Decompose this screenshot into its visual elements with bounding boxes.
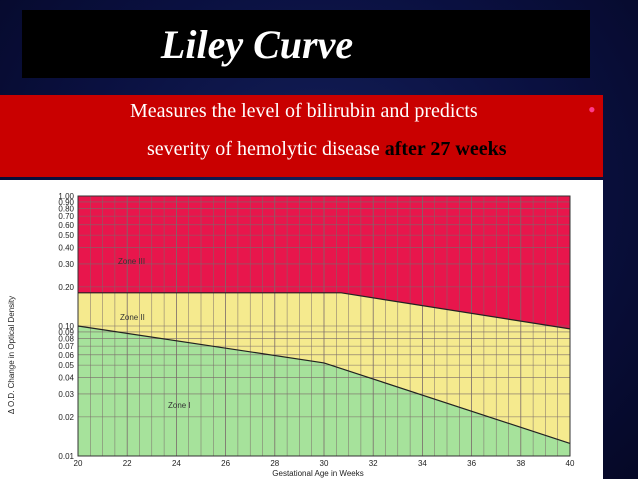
y-tick-label: 0.40 <box>58 244 74 253</box>
slide-title: Liley Curve <box>160 22 354 67</box>
grid-layer <box>77 195 571 457</box>
y-tick-label: 0.06 <box>58 351 74 360</box>
y-tick-label: 0.70 <box>58 212 74 221</box>
x-tick-label: 20 <box>74 459 83 468</box>
y-tick-label: 0.02 <box>58 413 74 422</box>
subtitle-emphasis: after 27 weeks <box>384 138 507 160</box>
y-tick-label: 0.08 <box>58 335 74 344</box>
y-axis-title: Δ O.D. Change in Optical Density <box>7 296 16 414</box>
y-tick-label: 0.80 <box>58 205 74 214</box>
y-tick-label: 1.00 <box>58 192 74 201</box>
zone-2-label: Zone II <box>120 313 145 322</box>
chart-panel: 1.00 0.90 0.80 0.70 0.60 0.50 0.40 0.30 0.20 0.10… <box>0 180 603 479</box>
x-tick-label: 32 <box>369 459 378 468</box>
x-tick-label: 36 <box>467 459 476 468</box>
subtitle-line-2-plain: severity of hemolytic disease <box>147 138 385 160</box>
y-tick-label: 0.01 <box>58 452 74 461</box>
x-tick-label: 38 <box>516 459 525 468</box>
y-tick-label: 0.60 <box>58 221 74 230</box>
subtitle-line-1: Measures the level of bilirubin and pred… <box>130 100 478 122</box>
y-tick-label: 0.07 <box>58 342 74 351</box>
bullet-icon: • <box>588 97 596 122</box>
x-tick-label: 30 <box>320 459 329 468</box>
zone-3-label: Zone III <box>118 257 145 266</box>
x-tick-label: 26 <box>221 459 230 468</box>
y-tick-label: 0.05 <box>58 361 74 370</box>
subtitle-box <box>0 95 603 177</box>
y-tick-label: 0.30 <box>58 260 74 269</box>
y-tick-label: 0.09 <box>58 328 74 337</box>
y-tick-label: 0.10 <box>58 322 74 331</box>
y-tick-label: 0.03 <box>58 390 74 399</box>
boundary-layer <box>77 292 571 444</box>
x-tick-label: 40 <box>566 459 575 468</box>
subtitle-line-2: severity of hemolytic disease after 27 w… <box>147 137 507 161</box>
lower-boundary-line <box>77 325 571 444</box>
x-tick-label: 34 <box>418 459 427 468</box>
title-bar: Liley Curve <box>22 10 590 78</box>
upper-boundary-line <box>78 292 571 330</box>
x-tick-labels: 20 22 24 26 28 30 32 34 36 38 40 <box>74 459 575 468</box>
liley-chart: 1.000.900.800.700.600.50 0.40 0.30 0.20 0.10… <box>7 192 575 478</box>
y-tick-label: 0.50 <box>58 231 74 240</box>
y-tick-labels: 1.000.900.800.700.600.50 0.40 0.30 0.20 0.10… <box>58 192 74 461</box>
zone-1-label: Zone I <box>168 401 191 410</box>
y-tick-label: 0.90 <box>58 198 74 207</box>
y-tick-label: 0.20 <box>58 283 74 292</box>
x-tick-label: 24 <box>172 459 181 468</box>
x-tick-label: 28 <box>270 459 279 468</box>
x-axis-title: Gestational Age in Weeks <box>272 469 363 478</box>
y-tick-label: 0.04 <box>58 374 74 383</box>
x-tick-label: 22 <box>123 459 132 468</box>
